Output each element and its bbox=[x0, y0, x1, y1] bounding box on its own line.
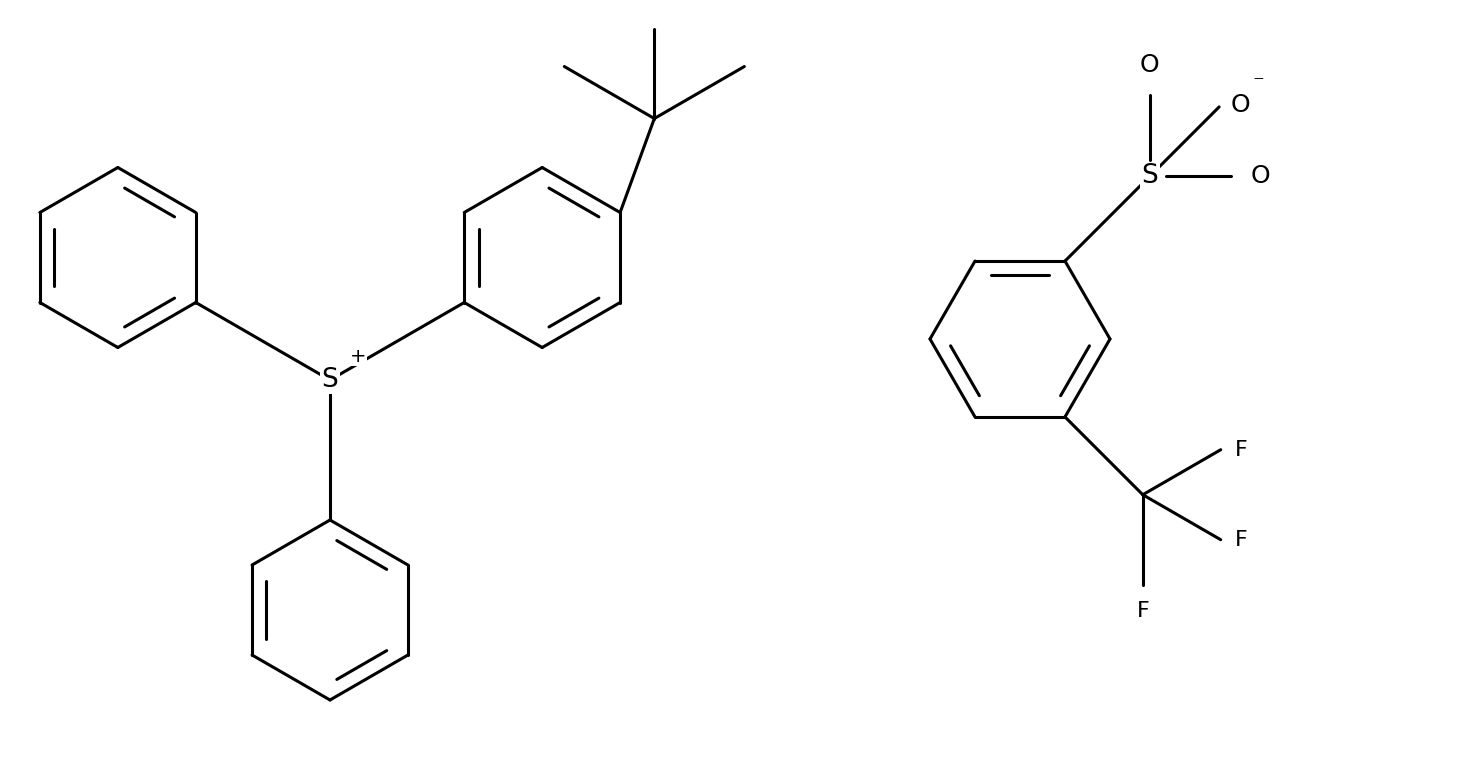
Text: O: O bbox=[1251, 165, 1270, 188]
Text: S: S bbox=[1142, 163, 1158, 189]
Text: O: O bbox=[1141, 53, 1160, 77]
Text: F: F bbox=[1235, 440, 1248, 460]
Text: S: S bbox=[322, 367, 338, 393]
Text: F: F bbox=[1136, 601, 1150, 621]
Text: F: F bbox=[1235, 530, 1248, 550]
Text: +: + bbox=[350, 347, 366, 365]
Text: O: O bbox=[1230, 94, 1250, 118]
Text: ⁻: ⁻ bbox=[1252, 74, 1264, 94]
